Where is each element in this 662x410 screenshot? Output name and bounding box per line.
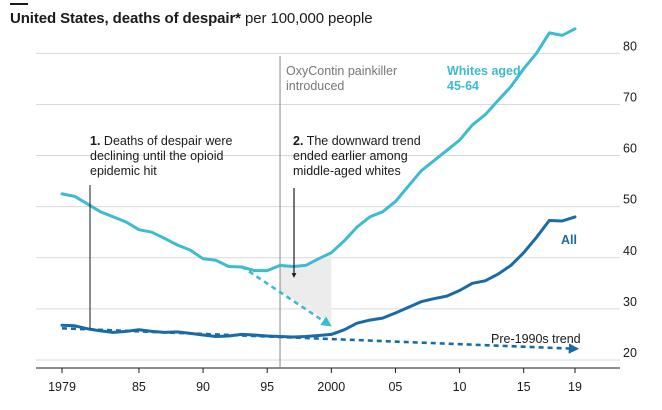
y-tick-label-30: 30 xyxy=(623,295,637,309)
series-label-whites-line-2: 45-64 xyxy=(447,79,479,93)
x-tick-label-10: 10 xyxy=(453,380,467,394)
chart-title-main: United States, deaths of despair* xyxy=(10,10,241,27)
x-tick-label-1979: 1979 xyxy=(48,380,76,394)
trend-gap-shade xyxy=(280,252,332,324)
oxycontin-line-1: OxyContin painkiller xyxy=(286,64,398,78)
series-line-all xyxy=(60,215,577,339)
y-tick-label-60: 60 xyxy=(623,142,637,156)
annotation-2-line-1: 2. The downward trend xyxy=(293,134,421,149)
y-tick-label-50: 50 xyxy=(623,193,637,207)
pre-1990s-trend-label: Pre-1990s trend xyxy=(491,332,581,346)
annotation-2: 2. The downward trend ended earlier amon… xyxy=(293,134,421,179)
y-tick-label-40: 40 xyxy=(623,244,637,258)
x-tick-label-90: 90 xyxy=(196,380,210,394)
annotation-2-line-3: middle-aged whites xyxy=(293,164,401,178)
series-label-whites: Whites aged 45-64 xyxy=(447,64,521,94)
x-tick-label-15: 15 xyxy=(517,380,531,394)
annotation-2-number: 2. xyxy=(293,134,304,148)
annotation-2-text-1: The downward trend xyxy=(306,134,421,148)
annotation-1-line-1: 1. Deaths of despair were xyxy=(90,134,232,149)
y-tick-label-80: 80 xyxy=(623,39,637,53)
series-line-whites xyxy=(60,27,577,273)
annotation-2-line-2: ended earlier among xyxy=(293,149,408,163)
annotation-1: 1. Deaths of despair were declining unti… xyxy=(90,134,232,179)
annotation-1-line-2: declining until the opioid xyxy=(90,149,224,163)
chart-title: United States, deaths of despair* per 10… xyxy=(10,10,373,27)
x-tick-label-95: 95 xyxy=(260,380,274,394)
series-label-all: All xyxy=(561,233,577,247)
title-rule xyxy=(10,3,28,5)
chart-title-units: per 100,000 people xyxy=(245,10,373,27)
annotation-1-line-3: epidemic hit xyxy=(90,164,157,178)
x-tick-label-85: 85 xyxy=(132,380,146,394)
y-tick-label-20: 20 xyxy=(623,346,637,360)
y-tick-label-70: 70 xyxy=(623,90,637,104)
x-tick-label-2000: 2000 xyxy=(317,380,345,394)
annotation-1-number: 1. xyxy=(90,134,101,148)
oxycontin-line-2: introduced xyxy=(286,79,345,93)
annotation-1-text-1: Deaths of despair were xyxy=(103,134,233,148)
oxycontin-annotation: OxyContin painkiller introduced xyxy=(286,64,397,94)
x-tick-label-05: 05 xyxy=(388,380,402,394)
x-tick-label-19: 19 xyxy=(568,380,582,394)
series-label-whites-line-1: Whites aged xyxy=(447,64,521,78)
